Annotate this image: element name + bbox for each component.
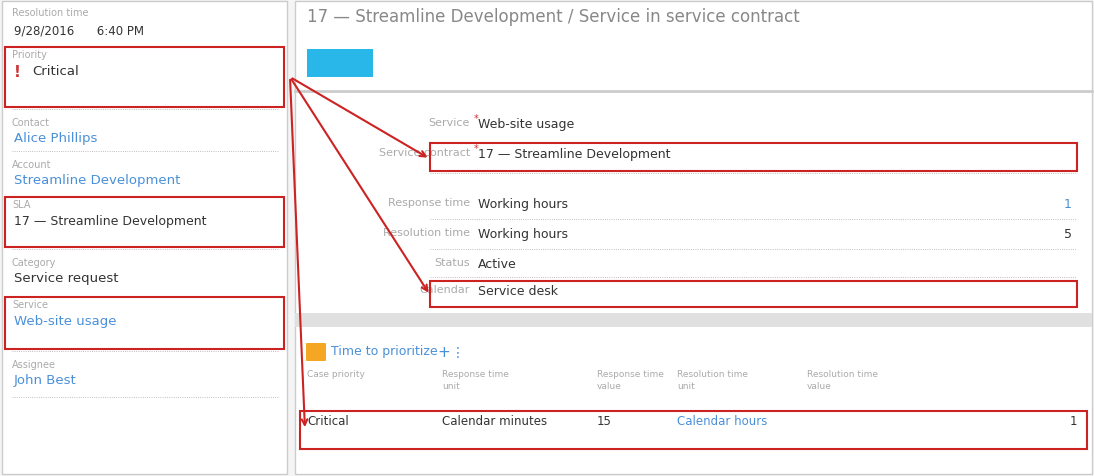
Text: Critical: Critical	[307, 414, 349, 427]
Text: 1: 1	[1070, 414, 1076, 427]
Bar	[300, 411, 1087, 449]
Text: Streamline Development: Streamline Development	[14, 174, 181, 187]
Bar	[430, 281, 1076, 307]
Text: John Best: John Best	[14, 373, 77, 386]
Bar	[5, 198, 284, 248]
Text: Service desk: Service desk	[478, 284, 558, 298]
Text: Critical: Critical	[32, 65, 79, 78]
Bar	[5, 298, 284, 349]
Text: Active: Active	[478, 258, 516, 270]
Text: Response time
unit: Response time unit	[442, 369, 509, 390]
Bar	[307, 50, 373, 78]
Text: Case priority: Case priority	[307, 369, 365, 378]
Text: Time to prioritize: Time to prioritize	[331, 344, 438, 357]
Text: *: *	[474, 114, 479, 124]
Text: 15: 15	[597, 414, 612, 427]
FancyBboxPatch shape	[306, 343, 326, 361]
Text: Category: Category	[12, 258, 57, 268]
Text: Resolution time: Resolution time	[12, 8, 89, 18]
Text: Working hours: Working hours	[478, 228, 568, 240]
Text: Assignee: Assignee	[12, 359, 56, 369]
Bar	[5, 48, 284, 108]
Text: Status: Status	[434, 258, 470, 268]
Bar	[295, 313, 1092, 327]
Text: Service: Service	[429, 118, 470, 128]
Text: Service request: Service request	[14, 271, 118, 284]
Text: Calendar minutes: Calendar minutes	[442, 414, 547, 427]
Text: 1: 1	[1064, 198, 1072, 210]
Text: Response time: Response time	[388, 198, 470, 208]
Text: ⋮: ⋮	[451, 345, 465, 359]
Bar	[430, 144, 1076, 172]
Text: ∧: ∧	[313, 347, 319, 357]
Text: Resolution time
value: Resolution time value	[807, 369, 878, 390]
Text: 9/28/2016      6:40 PM: 9/28/2016 6:40 PM	[14, 24, 144, 37]
Text: Web-site usage: Web-site usage	[478, 118, 574, 131]
Text: Resolution time
unit: Resolution time unit	[677, 369, 748, 390]
Text: SLA: SLA	[12, 199, 31, 209]
Text: Calendar: Calendar	[420, 284, 470, 294]
Text: CLOSE: CLOSE	[322, 59, 359, 69]
Text: Service: Service	[12, 299, 48, 309]
Text: Web-site usage: Web-site usage	[14, 314, 116, 327]
Text: 17 — Streamline Development: 17 — Streamline Development	[14, 215, 207, 228]
Text: 17 — Streamline Development / Service in service contract: 17 — Streamline Development / Service in…	[307, 8, 800, 26]
Bar	[2, 2, 287, 474]
Text: 17 — Streamline Development: 17 — Streamline Development	[478, 148, 671, 161]
Text: Priority: Priority	[12, 50, 47, 60]
Text: Service contract: Service contract	[379, 148, 470, 158]
Text: Account: Account	[12, 159, 51, 169]
Text: Alice Phillips: Alice Phillips	[14, 132, 97, 145]
Text: 5: 5	[1064, 228, 1072, 240]
Text: Contact: Contact	[12, 118, 50, 128]
Text: Calendar hours: Calendar hours	[677, 414, 767, 427]
Text: Resolution time: Resolution time	[383, 228, 470, 238]
Text: Working hours: Working hours	[478, 198, 568, 210]
Bar	[295, 2, 1092, 474]
Text: +: +	[437, 344, 450, 359]
Text: !: !	[14, 65, 21, 80]
Text: Response time
value: Response time value	[597, 369, 664, 390]
Text: *: *	[474, 144, 479, 154]
